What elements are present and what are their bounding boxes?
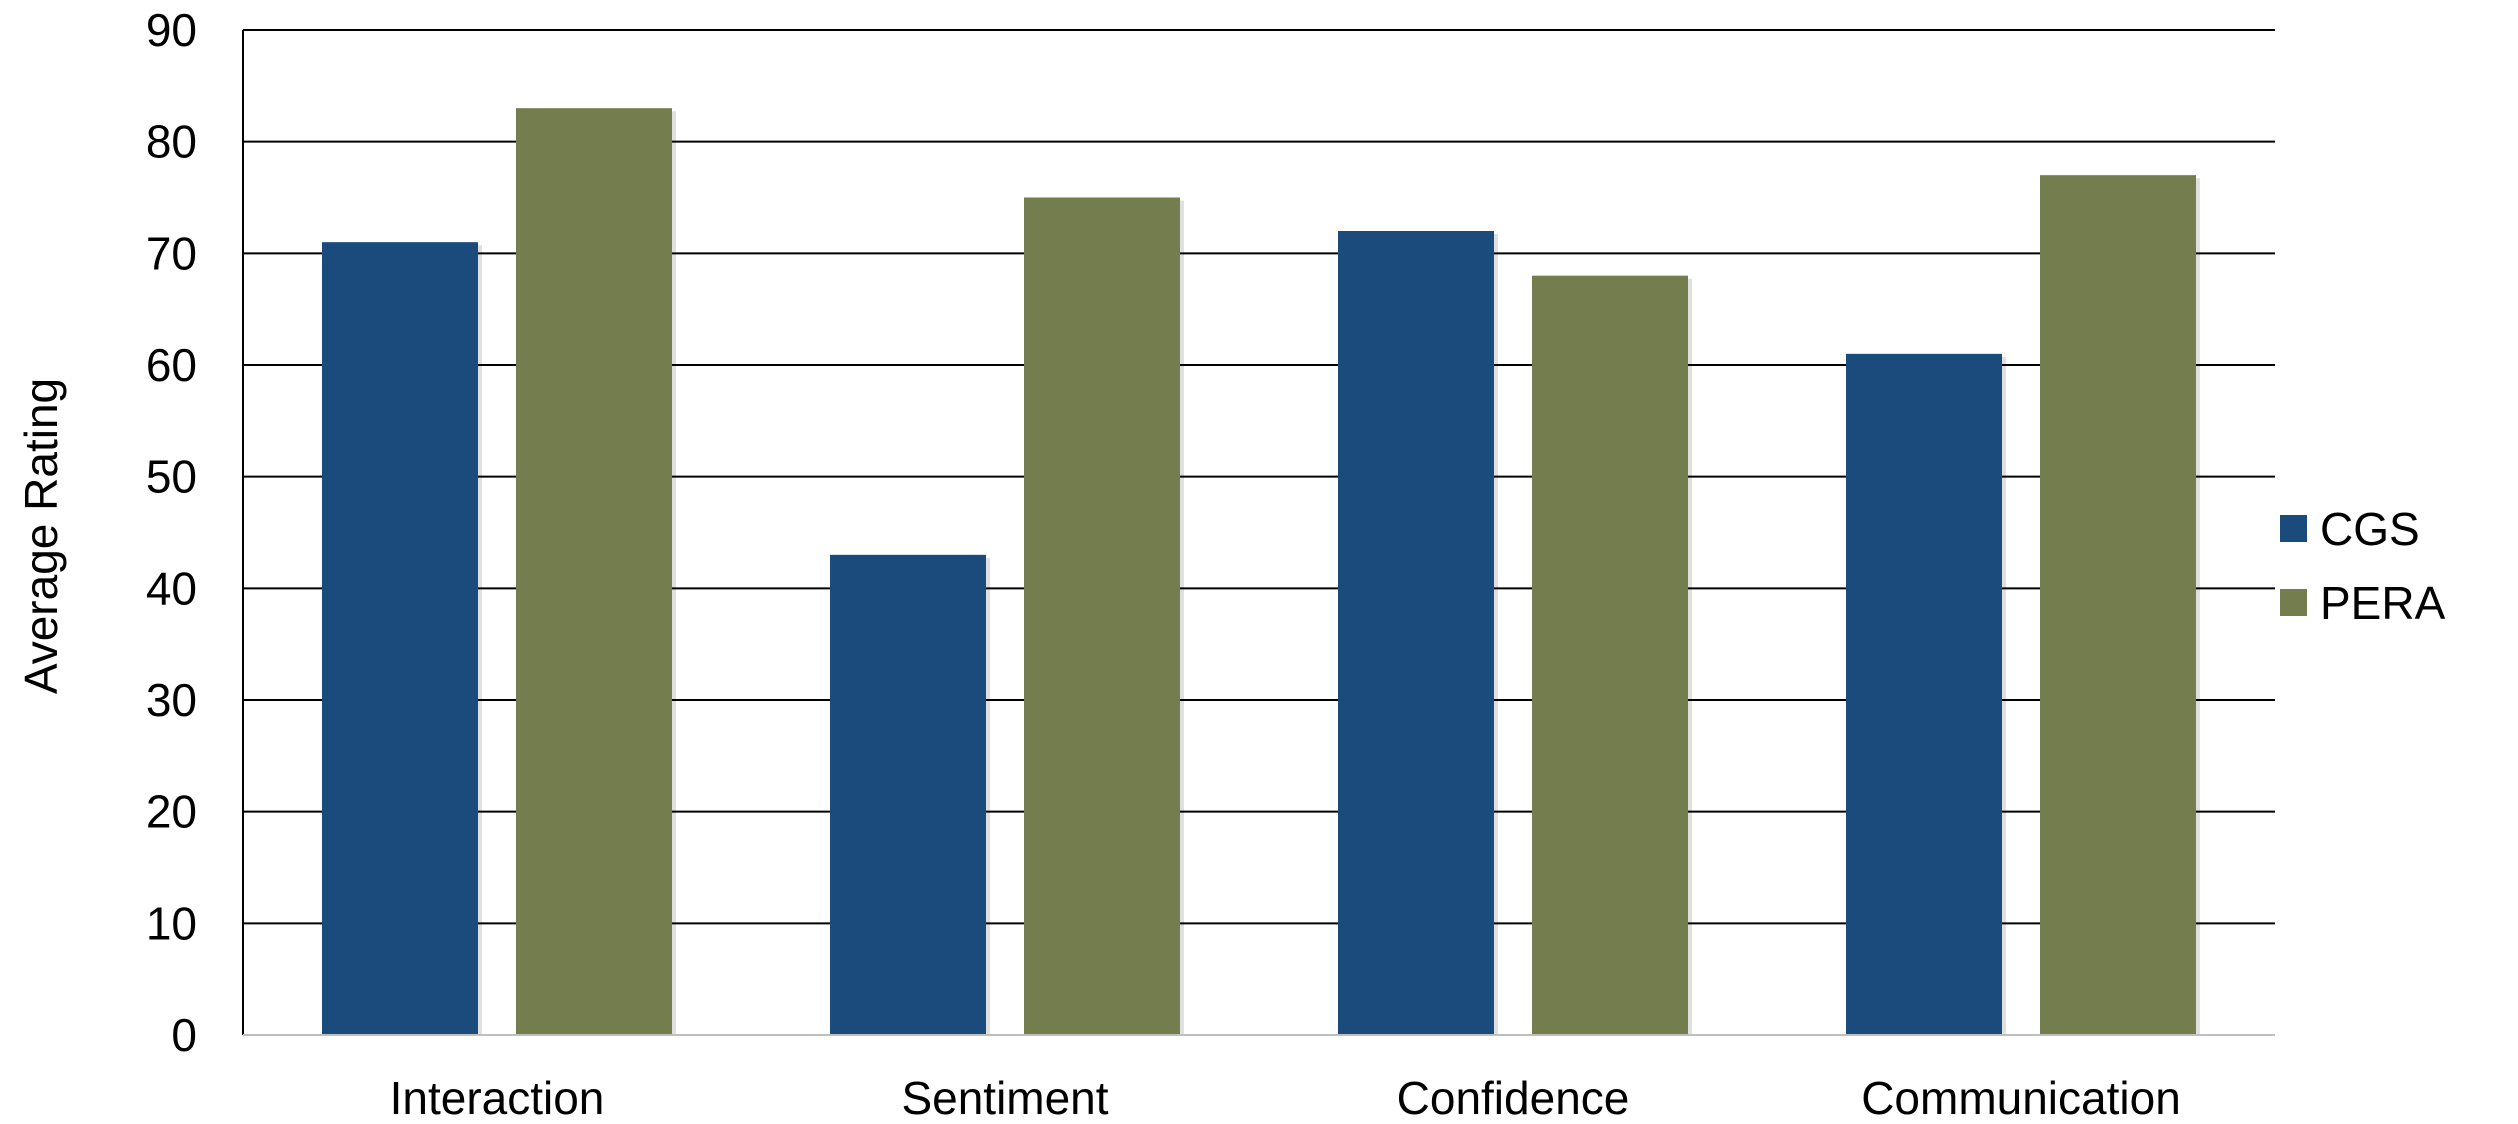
bar-pera-communication bbox=[2040, 175, 2196, 1035]
y-tick-label: 60 bbox=[146, 339, 197, 391]
y-tick-labels: 0 10 20 30 40 50 60 70 80 90 bbox=[146, 4, 197, 1061]
y-tick-label: 20 bbox=[146, 786, 197, 838]
legend-label-pera: PERA bbox=[2320, 577, 2446, 629]
legend-swatch-pera bbox=[2280, 589, 2307, 616]
legend-swatch-cgs bbox=[2280, 515, 2307, 542]
y-tick-label: 40 bbox=[146, 562, 197, 614]
y-tick-label: 90 bbox=[146, 4, 197, 56]
y-tick-label: 70 bbox=[146, 227, 197, 279]
y-tick-label: 80 bbox=[146, 116, 197, 168]
x-tick-label: Interaction bbox=[390, 1072, 605, 1124]
x-tick-labels: Interaction Sentiment Confidence Communicat… bbox=[390, 1072, 2181, 1124]
y-tick-label: 50 bbox=[146, 451, 197, 503]
y-tick-label: 0 bbox=[171, 1009, 197, 1061]
bar-cgs-interaction bbox=[322, 242, 478, 1035]
bar-cgs-sentiment bbox=[830, 554, 986, 1035]
y-tick-label: 10 bbox=[146, 897, 197, 949]
legend: CGS PERA bbox=[2280, 503, 2446, 629]
x-tick-label: Sentiment bbox=[901, 1072, 1108, 1124]
bar-pera-confidence bbox=[1532, 275, 1688, 1036]
axes bbox=[242, 30, 2275, 1036]
bar-cgs-communication bbox=[1846, 353, 2002, 1035]
y-axis-title: Average Rating bbox=[15, 378, 67, 694]
bar-cgs-confidence bbox=[1338, 231, 1494, 1035]
bars bbox=[322, 108, 2200, 1036]
y-tick-label: 30 bbox=[146, 674, 197, 726]
bar-pera-sentiment bbox=[1024, 197, 1180, 1035]
x-tick-label: Communication bbox=[1861, 1072, 2181, 1124]
x-tick-label: Confidence bbox=[1397, 1072, 1630, 1124]
bar-pera-interaction bbox=[516, 108, 672, 1035]
legend-label-cgs: CGS bbox=[2320, 503, 2420, 555]
